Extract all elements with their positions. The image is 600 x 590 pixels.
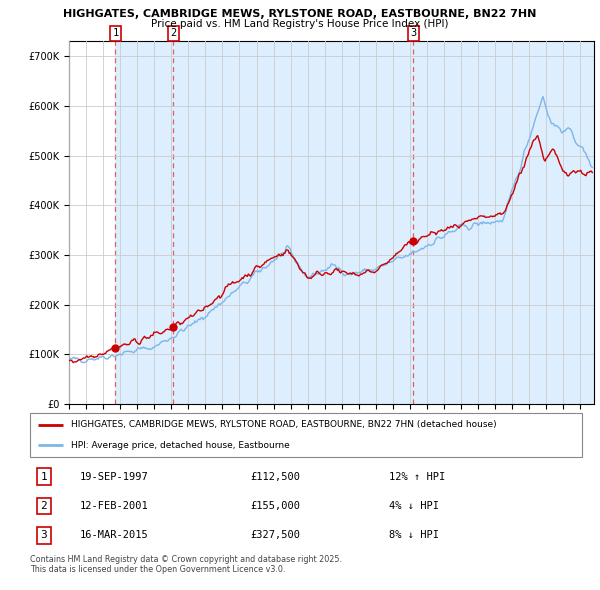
Point: [409, 237, 418, 246]
Text: 1: 1: [112, 28, 118, 38]
Text: HIGHGATES, CAMBRIDGE MEWS, RYLSTONE ROAD, EASTBOURNE, BN22 7HN: HIGHGATES, CAMBRIDGE MEWS, RYLSTONE ROAD…: [64, 9, 536, 19]
Text: 8% ↓ HPI: 8% ↓ HPI: [389, 530, 439, 540]
Text: 1: 1: [40, 471, 47, 481]
Text: Price paid vs. HM Land Registry's House Price Index (HPI): Price paid vs. HM Land Registry's House …: [151, 19, 449, 30]
FancyBboxPatch shape: [30, 413, 582, 457]
Text: £327,500: £327,500: [251, 530, 301, 540]
Bar: [115, 41, 173, 404]
Text: 12% ↑ HPI: 12% ↑ HPI: [389, 471, 445, 481]
Text: £112,500: £112,500: [251, 471, 301, 481]
Text: Contains HM Land Registry data © Crown copyright and database right 2025.
This d: Contains HM Land Registry data © Crown c…: [30, 555, 342, 574]
Text: HPI: Average price, detached house, Eastbourne: HPI: Average price, detached house, East…: [71, 441, 290, 450]
Bar: [413, 41, 594, 404]
Text: 16-MAR-2015: 16-MAR-2015: [80, 530, 148, 540]
Text: 2: 2: [170, 28, 176, 38]
Point: [110, 343, 120, 353]
Text: 19-SEP-1997: 19-SEP-1997: [80, 471, 148, 481]
Bar: [173, 41, 413, 404]
Text: HIGHGATES, CAMBRIDGE MEWS, RYLSTONE ROAD, EASTBOURNE, BN22 7HN (detached house): HIGHGATES, CAMBRIDGE MEWS, RYLSTONE ROAD…: [71, 421, 497, 430]
Text: 2: 2: [40, 501, 47, 511]
Point: [169, 322, 178, 332]
Text: £155,000: £155,000: [251, 501, 301, 511]
Text: 12-FEB-2001: 12-FEB-2001: [80, 501, 148, 511]
Text: 3: 3: [410, 28, 416, 38]
Text: 3: 3: [40, 530, 47, 540]
Text: 4% ↓ HPI: 4% ↓ HPI: [389, 501, 439, 511]
